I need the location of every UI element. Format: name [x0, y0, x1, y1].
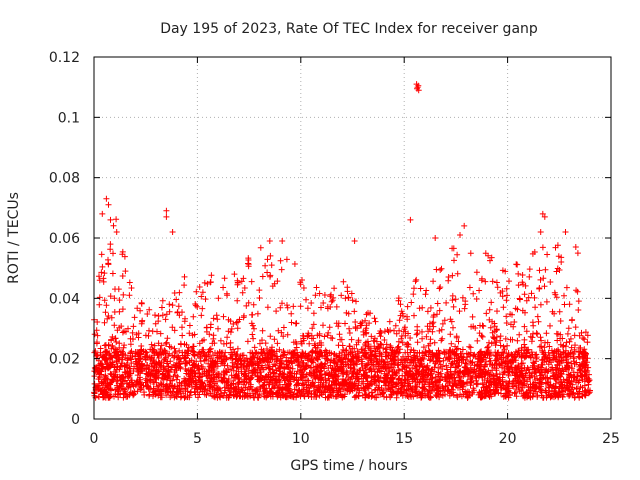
- chart-title: Day 195 of 2023, Rate Of TEC Index for r…: [160, 21, 538, 37]
- y-tick-label: 0.1: [58, 110, 80, 126]
- x-tick-label: 15: [395, 431, 413, 447]
- x-tick-label: 25: [602, 431, 620, 447]
- x-tick-labels: 0 5 10 15 20 25: [90, 431, 620, 447]
- y-tick-label: 0.08: [49, 171, 80, 187]
- y-tick-labels: 0 0.02 0.04 0.06 0.08 0.1 0.12: [49, 50, 80, 428]
- data-points: [91, 81, 593, 401]
- roti-point-markers: [91, 81, 593, 401]
- y-tick-label: 0: [71, 412, 80, 428]
- y-tick-label: 0.06: [49, 231, 80, 247]
- x-tick-label: 10: [292, 431, 310, 447]
- x-tick-label: 5: [193, 431, 202, 447]
- x-tick-label: 20: [499, 431, 517, 447]
- x-tick-label: 0: [90, 431, 99, 447]
- y-axis-title: ROTI / TECUs: [6, 192, 22, 284]
- y-tick-label: 0.04: [49, 291, 80, 307]
- y-tick-label: 0.12: [49, 50, 80, 66]
- grid: [94, 57, 611, 419]
- y-tick-label: 0.02: [49, 352, 80, 368]
- axis-ticks: [93, 56, 612, 420]
- x-axis-title: GPS time / hours: [290, 458, 407, 474]
